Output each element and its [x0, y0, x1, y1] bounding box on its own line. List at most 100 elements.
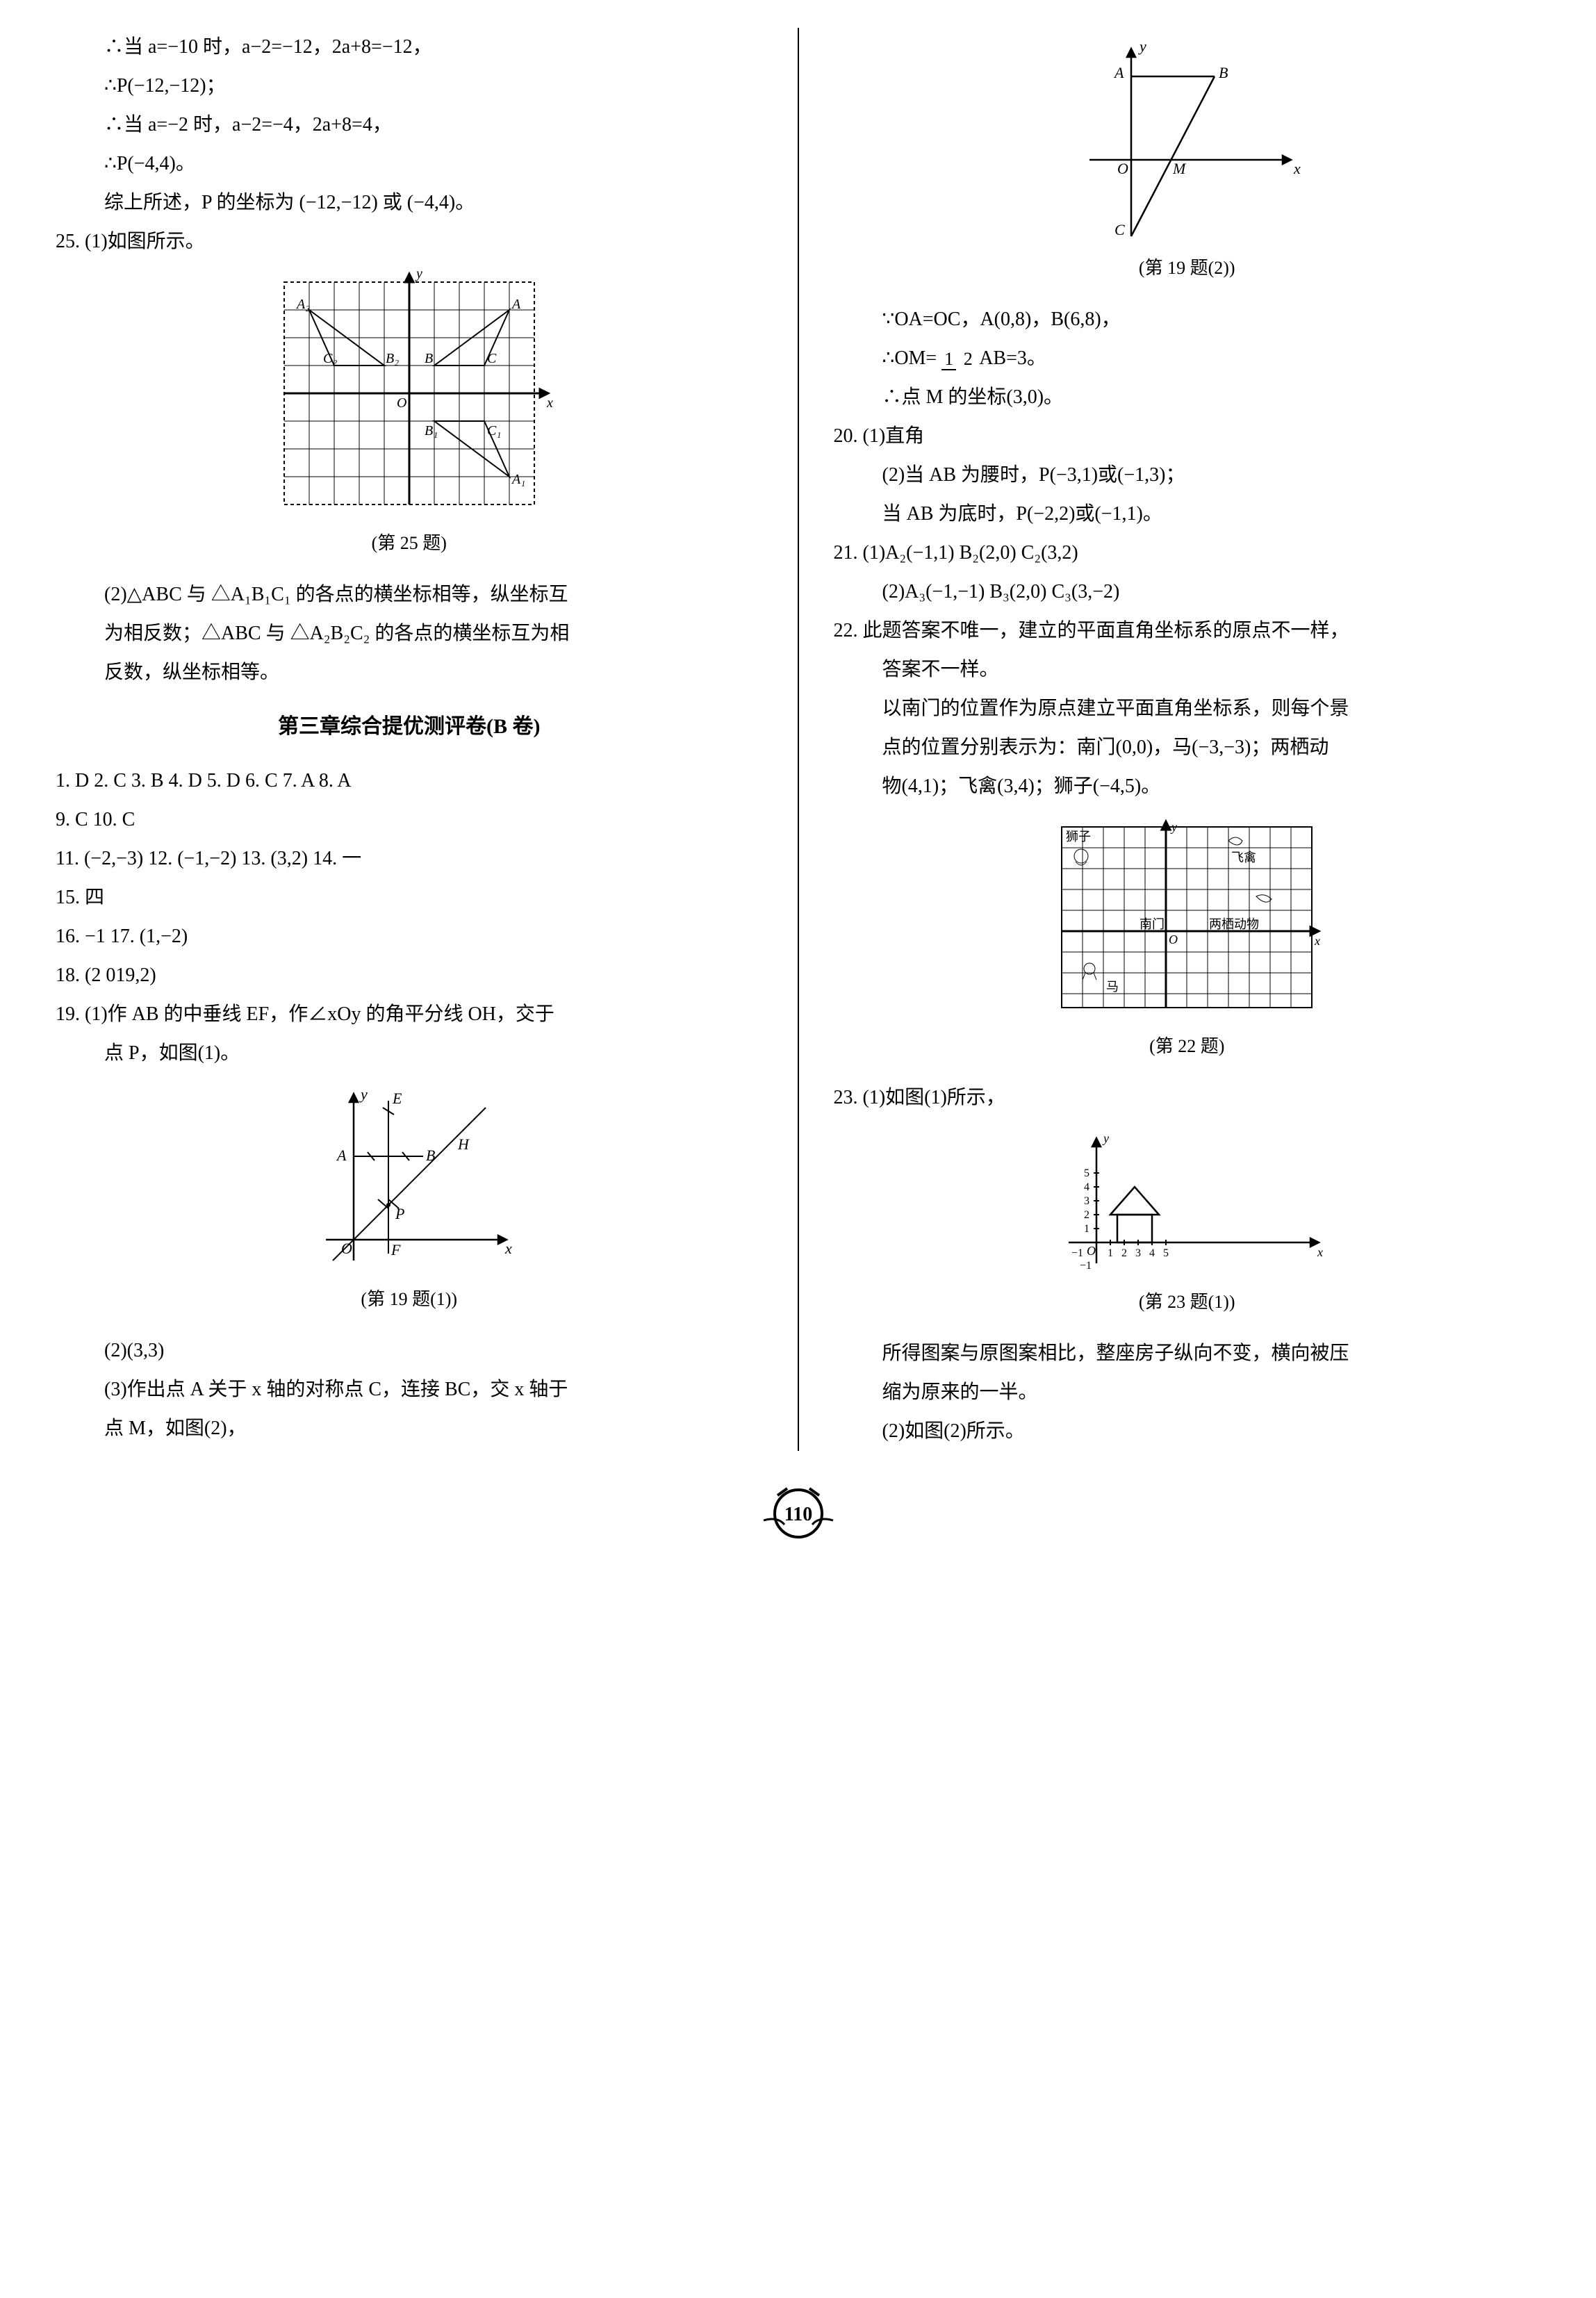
- text-line: 当 AB 为底时，P(−2,2)或(−1,1)。: [834, 495, 1541, 534]
- text-line: ∴当 a=−10 时，a−2=−12，2a+8=−12，: [56, 28, 763, 67]
- label-bird: 飞禽: [1231, 851, 1256, 864]
- figure-19-1-caption: (第 19 题(1)): [56, 1281, 763, 1318]
- pt-B1: B₁: [425, 423, 438, 438]
- axis-label-x: x: [1293, 160, 1301, 177]
- label-gate: 南门: [1140, 917, 1165, 931]
- answer-line: 16. −1 17. (1,−2): [56, 917, 763, 956]
- ytick: 5: [1084, 1167, 1089, 1179]
- axis-label-x: x: [546, 395, 553, 411]
- xtick: 1: [1108, 1247, 1113, 1259]
- ytick: 1: [1084, 1223, 1089, 1235]
- label-lion: 狮子: [1066, 830, 1091, 844]
- pt-M: M: [1172, 160, 1187, 177]
- text-line: ∴OM= 1 2 AB=3。: [834, 339, 1541, 378]
- answer-19-2: (2)(3,3): [56, 1331, 763, 1370]
- pt-F: F: [390, 1241, 401, 1258]
- text-line: 反数，纵坐标相等。: [56, 653, 763, 692]
- text-line: 缩为原来的一半。: [834, 1373, 1541, 1412]
- figure-22-caption: (第 22 题): [834, 1028, 1541, 1065]
- xtick-neg: −1: [1071, 1247, 1083, 1259]
- question-21-1: 21. (1)A₂(−1,1) B₂(2,0) C₂(3,2): [834, 534, 1541, 573]
- text-part: AB=3。: [979, 347, 1046, 369]
- axis-label-y: y: [1102, 1131, 1109, 1145]
- text-line: 以南门的位置作为原点建立平面直角坐标系，则每个景: [834, 689, 1541, 728]
- text-line: (2)当 AB 为腰时，P(−3,1)或(−1,3)；: [834, 456, 1541, 495]
- origin-label: O: [1087, 1244, 1096, 1258]
- origin-label: O: [341, 1240, 352, 1257]
- section-title: 第三章综合提优测评卷(B 卷): [56, 706, 763, 748]
- text-line: 综上所述，P 的坐标为 (−12,−12) 或 (−4,4)。: [56, 183, 763, 222]
- axis-label-x: x: [1317, 1245, 1323, 1259]
- fraction-num: 1: [941, 349, 956, 370]
- answer-line: 15. 四: [56, 878, 763, 917]
- text-line: 所得图案与原图案相比，整座房子纵向不变，横向被压: [834, 1334, 1541, 1373]
- axis-label-y: y: [415, 268, 422, 281]
- text-line: ∴P(−12,−12)；: [56, 67, 763, 106]
- text-line: 物(4,1)；飞禽(3,4)；狮子(−4,5)。: [834, 767, 1541, 806]
- figure-22: y x O 狮子 飞禽 南门 两栖动物 马: [1048, 813, 1326, 1021]
- text-line: ∴点 M 的坐标(3,0)。: [834, 378, 1541, 417]
- origin-label: O: [397, 395, 406, 411]
- text-line: 点的位置分别表示为：南门(0,0)，马(−3,−3)；两栖动: [834, 728, 1541, 767]
- answers-row: 1. D 2. C 3. B 4. D 5. D 6. C 7. A 8. A: [56, 762, 763, 801]
- pt-B: B: [1219, 64, 1228, 81]
- figure-23-1-caption: (第 23 题(1)): [834, 1284, 1541, 1320]
- axis-label-y: y: [1170, 820, 1177, 834]
- figure-19-2-caption: (第 19 题(2)): [834, 250, 1541, 286]
- label-horse: 马: [1106, 980, 1119, 994]
- answer-line: 11. (−2,−3) 12. (−1,−2) 13. (3,2) 14. 一: [56, 839, 763, 878]
- text-line: 为相反数；△ABC 与 △A₂B₂C₂ 的各点的横坐标互为相: [56, 614, 763, 653]
- origin-label: O: [1117, 160, 1128, 177]
- question-23-1: 23. (1)如图(1)所示，: [834, 1078, 1541, 1117]
- text-line: (2)如图(2)所示。: [834, 1412, 1541, 1451]
- ytick: 4: [1084, 1181, 1089, 1193]
- figure-23-1: y x O 1 2 3 4 5 −1 1 2 3 4 5 −1: [1041, 1124, 1333, 1277]
- pt-P: P: [395, 1205, 404, 1222]
- question-25-1: 25. (1)如图所示。: [56, 222, 763, 261]
- page-number: 110: [784, 1504, 812, 1525]
- pt-C2: C₂: [323, 351, 337, 366]
- text-part: ∴OM=: [882, 347, 937, 369]
- page-number-container: 110: [56, 1472, 1540, 1548]
- pt-H: H: [457, 1135, 470, 1153]
- pt-B: B: [425, 351, 433, 366]
- right-column: y x O A B C M (第 19 题(2)) ∵OA=OC，A(0,8)，…: [834, 28, 1541, 1451]
- fraction-den: 2: [961, 349, 976, 369]
- text-line: (2)△ABC 与 △A₁B₁C₁ 的各点的横坐标相等，纵坐标互: [56, 575, 763, 614]
- xtick: 2: [1121, 1247, 1127, 1259]
- xtick: 3: [1135, 1247, 1141, 1259]
- label-amphibian: 两栖动物: [1209, 917, 1259, 931]
- text-line: (2)A₃(−1,−1) B₃(2,0) C₃(3,−2): [834, 573, 1541, 612]
- ytick: 2: [1084, 1209, 1089, 1221]
- origin-label: O: [1169, 933, 1178, 946]
- text-line: ∵OA=OC，A(0,8)，B(6,8)，: [834, 300, 1541, 339]
- axis-label-y: y: [1138, 38, 1146, 55]
- ytick: 3: [1084, 1195, 1089, 1207]
- pt-B: B: [426, 1147, 435, 1164]
- pt-E: E: [392, 1090, 402, 1107]
- xtick: 5: [1163, 1247, 1169, 1259]
- axis-label-y: y: [359, 1085, 368, 1103]
- column-divider: [798, 28, 799, 1451]
- pt-A: A: [336, 1147, 347, 1164]
- figure-19-1: y x O A B E F H P: [298, 1080, 520, 1274]
- figure-25-caption: (第 25 题): [56, 525, 763, 561]
- page: ∴当 a=−10 时，a−2=−12，2a+8=−12， ∴P(−12,−12)…: [56, 28, 1540, 1451]
- xtick: 4: [1149, 1247, 1155, 1259]
- ytick-neg: −1: [1080, 1260, 1092, 1272]
- question-19-1: 19. (1)作 AB 的中垂线 EF，作∠xOy 的角平分线 OH，交于: [56, 995, 763, 1034]
- question-20-1: 20. (1)直角: [834, 417, 1541, 456]
- axis-label-x: x: [1314, 934, 1320, 948]
- pt-C: C: [1114, 221, 1125, 238]
- text-line: 点 M，如图(2)，: [56, 1409, 763, 1448]
- figure-25: y x O A A₁ A₂ B B₁ B₂ C C₁ C₂: [263, 268, 555, 518]
- fraction: 1 2: [941, 350, 976, 370]
- left-column: ∴当 a=−10 时，a−2=−12，2a+8=−12， ∴P(−12,−12)…: [56, 28, 763, 1451]
- pt-A1: A₁: [511, 472, 525, 487]
- clock-icon: 110: [757, 1479, 840, 1541]
- answers-row: 9. C 10. C: [56, 801, 763, 839]
- text-line: ∴当 a=−2 时，a−2=−4，2a+8=4，: [56, 106, 763, 145]
- pt-C: C: [487, 351, 497, 366]
- question-19-3: (3)作出点 A 关于 x 轴的对称点 C，连接 BC，交 x 轴于: [56, 1370, 763, 1409]
- text-line: 点 P，如图(1)。: [56, 1034, 763, 1073]
